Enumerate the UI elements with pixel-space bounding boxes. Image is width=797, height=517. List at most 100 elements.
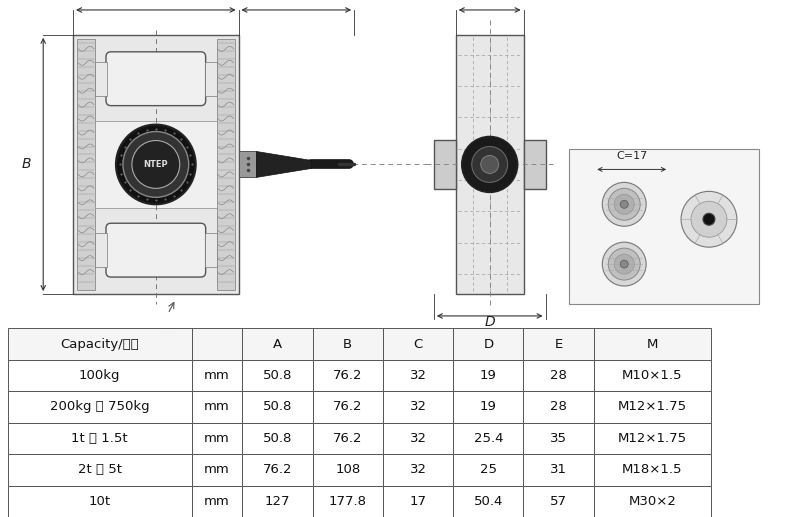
Text: B: B: [344, 338, 352, 351]
Bar: [594, 360, 711, 391]
Text: mm: mm: [204, 463, 230, 476]
Text: 25.4: 25.4: [473, 432, 503, 445]
Text: 76.2: 76.2: [333, 369, 363, 382]
Text: C: C: [414, 338, 422, 351]
Bar: [524, 423, 594, 454]
Circle shape: [603, 242, 646, 286]
Bar: [8, 485, 191, 517]
Bar: [594, 328, 711, 360]
Text: 57: 57: [550, 495, 567, 508]
Bar: [8, 328, 191, 360]
Text: NTEP: NTEP: [143, 160, 168, 169]
Text: 50.8: 50.8: [263, 432, 292, 445]
Bar: [242, 454, 312, 485]
Text: mm: mm: [204, 401, 230, 414]
Text: M12×1.75: M12×1.75: [618, 401, 687, 414]
Text: M: M: [646, 338, 658, 351]
Bar: [383, 454, 453, 485]
Text: mm: mm: [204, 432, 230, 445]
Text: D: D: [485, 315, 495, 329]
Text: M: M: [163, 327, 173, 340]
Text: 76.2: 76.2: [333, 432, 363, 445]
Text: 200kg ～ 750kg: 200kg ～ 750kg: [50, 401, 150, 414]
Text: 1t ～ 1.5t: 1t ～ 1.5t: [72, 432, 128, 445]
Text: 100kg: 100kg: [79, 369, 120, 382]
Text: 177.8: 177.8: [328, 495, 367, 508]
Text: D: D: [483, 338, 493, 351]
Bar: [312, 485, 383, 517]
Bar: [217, 39, 234, 290]
Bar: [205, 62, 217, 96]
Text: 32: 32: [410, 401, 426, 414]
Circle shape: [481, 156, 499, 173]
Bar: [205, 233, 217, 267]
Bar: [242, 423, 312, 454]
Text: 76.2: 76.2: [333, 401, 363, 414]
Bar: [524, 328, 594, 360]
Text: E: E: [555, 338, 563, 351]
Bar: [594, 391, 711, 423]
Text: M18×1.5: M18×1.5: [622, 463, 682, 476]
Bar: [453, 485, 524, 517]
Bar: [312, 360, 383, 391]
Bar: [95, 62, 107, 96]
Text: 76.2: 76.2: [263, 463, 292, 476]
Text: M30×2: M30×2: [628, 495, 677, 508]
Bar: [453, 360, 524, 391]
Text: 19: 19: [480, 401, 497, 414]
Bar: [242, 328, 312, 360]
Text: M10×1.5: M10×1.5: [622, 369, 682, 382]
Circle shape: [608, 248, 640, 280]
Text: 50.8: 50.8: [263, 401, 292, 414]
Circle shape: [620, 260, 628, 268]
Text: 50.4: 50.4: [473, 495, 503, 508]
FancyBboxPatch shape: [106, 52, 206, 105]
Circle shape: [614, 254, 634, 274]
Circle shape: [608, 188, 640, 220]
Bar: [434, 140, 456, 189]
Circle shape: [123, 131, 189, 197]
Circle shape: [603, 183, 646, 226]
Bar: [242, 391, 312, 423]
Text: mm: mm: [204, 369, 230, 382]
Text: 35: 35: [550, 432, 567, 445]
Text: B: B: [22, 158, 31, 172]
Bar: [73, 35, 238, 294]
Bar: [312, 328, 383, 360]
Bar: [77, 39, 95, 290]
Text: 28: 28: [550, 401, 567, 414]
Circle shape: [116, 125, 196, 204]
Bar: [383, 360, 453, 391]
Bar: [524, 360, 594, 391]
Bar: [383, 328, 453, 360]
Circle shape: [620, 200, 628, 208]
Text: 28: 28: [550, 369, 567, 382]
Text: 32: 32: [410, 369, 426, 382]
Text: 17: 17: [410, 495, 426, 508]
Bar: [95, 233, 107, 267]
Bar: [242, 360, 312, 391]
Bar: [383, 423, 453, 454]
Bar: [453, 391, 524, 423]
Bar: [524, 485, 594, 517]
FancyBboxPatch shape: [106, 223, 206, 277]
Circle shape: [681, 191, 737, 247]
Circle shape: [132, 141, 180, 188]
Text: 2t ～ 5t: 2t ～ 5t: [78, 463, 122, 476]
Text: 50.8: 50.8: [263, 369, 292, 382]
Bar: [312, 423, 383, 454]
Text: 108: 108: [335, 463, 360, 476]
Bar: [453, 423, 524, 454]
Bar: [594, 423, 711, 454]
Bar: [8, 391, 191, 423]
Bar: [191, 454, 242, 485]
Circle shape: [691, 201, 727, 237]
Bar: [312, 391, 383, 423]
Text: 32: 32: [410, 432, 426, 445]
Text: 127: 127: [265, 495, 290, 508]
Bar: [242, 485, 312, 517]
Bar: [453, 328, 524, 360]
Bar: [312, 454, 383, 485]
Bar: [8, 454, 191, 485]
Bar: [524, 454, 594, 485]
